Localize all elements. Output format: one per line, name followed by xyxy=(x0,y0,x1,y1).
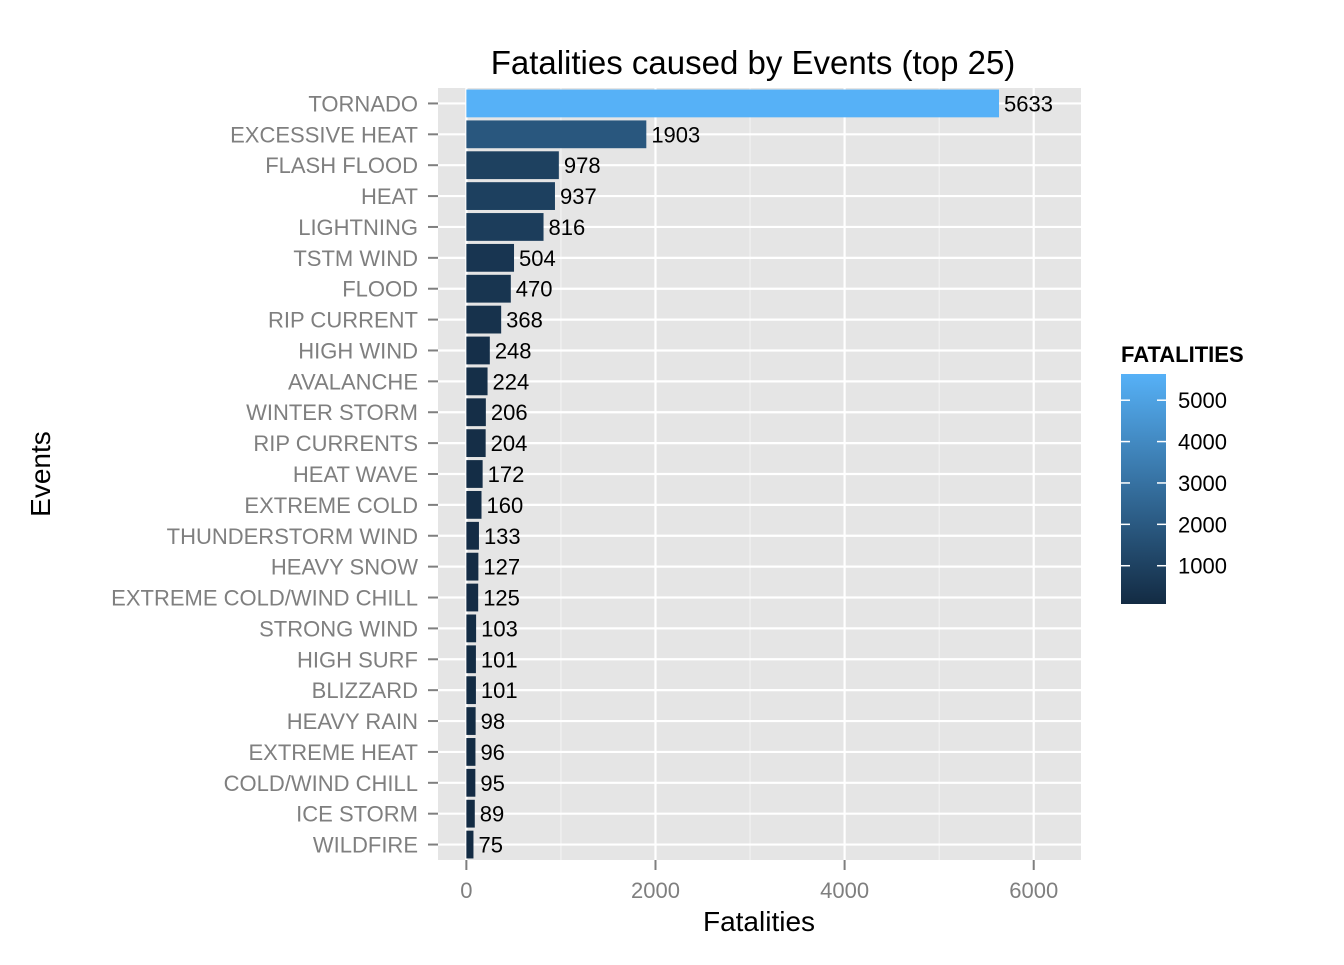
data-label: 101 xyxy=(481,678,518,703)
x-axis: 0 2000 4000 6000 xyxy=(460,860,1058,903)
data-label: 101 xyxy=(481,647,518,672)
bar xyxy=(466,521,479,550)
data-label: 95 xyxy=(480,771,504,796)
y-axis: TORNADO EXCESSIVE HEAT FLASH FLOOD HEAT LIGH… xyxy=(111,91,438,858)
data-label: 206 xyxy=(491,400,528,425)
y-tick-label: HEAT WAVE xyxy=(293,462,418,487)
chart-title: Fatalities caused by Events (top 25) xyxy=(491,44,1016,81)
bar xyxy=(466,614,477,643)
y-tick-label: STRONG WIND xyxy=(259,616,418,641)
y-tick-label: LIGHTNING xyxy=(298,215,418,240)
bar xyxy=(466,305,502,334)
data-label: 133 xyxy=(484,524,521,549)
y-tick-label: HEAVY RAIN xyxy=(287,709,418,734)
y-tick-label: RIP CURRENT xyxy=(268,308,418,333)
data-label: 224 xyxy=(493,369,530,394)
data-label: 125 xyxy=(483,586,520,611)
legend-tick-label: 5000 xyxy=(1178,388,1227,413)
y-tick-label: EXTREME COLD xyxy=(244,493,418,518)
y-tick-label: EXTREME COLD/WIND CHILL xyxy=(111,586,418,611)
y-tick-label: EXTREME HEAT xyxy=(248,740,418,765)
data-label: 75 xyxy=(478,833,502,858)
data-label: 103 xyxy=(481,616,518,641)
bar xyxy=(466,429,486,458)
bar xyxy=(466,830,474,859)
bar xyxy=(466,274,511,303)
bar xyxy=(466,552,479,581)
y-tick-label: TORNADO xyxy=(308,91,418,116)
data-label: 504 xyxy=(519,246,556,271)
bar xyxy=(466,460,483,488)
legend-tick-label: 4000 xyxy=(1178,430,1227,455)
x-tick-label: 6000 xyxy=(1009,878,1058,903)
bar xyxy=(466,738,476,766)
bar xyxy=(466,707,476,735)
bar xyxy=(466,213,544,241)
legend-tick-label: 3000 xyxy=(1178,471,1227,496)
data-label: 470 xyxy=(516,277,553,302)
y-tick-label: HIGH WIND xyxy=(298,338,418,363)
bar xyxy=(466,182,555,210)
bars xyxy=(466,89,1000,859)
x-tick-label: 4000 xyxy=(820,878,869,903)
y-tick-label: HEAVY SNOW xyxy=(271,555,418,580)
bar xyxy=(466,645,476,674)
legend-ticks: 1000 2000 3000 4000 5000 xyxy=(1121,388,1227,579)
bar xyxy=(466,120,647,149)
y-tick-label: WINTER STORM xyxy=(246,400,418,425)
data-label: 127 xyxy=(483,555,520,580)
y-tick-label: HEAT xyxy=(361,184,418,209)
bar xyxy=(466,367,488,396)
bar xyxy=(466,799,475,828)
bar xyxy=(466,243,515,272)
data-label: 89 xyxy=(480,802,504,827)
bar xyxy=(466,768,476,797)
y-tick-label: ICE STORM xyxy=(296,802,418,827)
data-label: 204 xyxy=(491,431,528,456)
legend-title: FATALITIES xyxy=(1121,342,1244,367)
y-tick-label: BLIZZARD xyxy=(312,678,418,703)
data-labels: 5633 1903 978 937 816 504 470 368 248 224 206 204 17… xyxy=(478,91,1053,857)
legend-tick-label: 2000 xyxy=(1178,512,1227,537)
y-tick-label: COLD/WIND CHILL xyxy=(224,771,418,796)
data-label: 816 xyxy=(549,215,586,240)
data-label: 248 xyxy=(495,338,532,363)
bar xyxy=(466,336,490,365)
data-label: 978 xyxy=(564,153,601,178)
data-label: 172 xyxy=(488,462,525,487)
y-tick-label: TSTM WIND xyxy=(293,246,418,271)
data-label: 368 xyxy=(506,308,543,333)
data-label: 5633 xyxy=(1004,91,1053,116)
y-tick-label: AVALANCHE xyxy=(288,369,418,394)
legend-tick-label: 1000 xyxy=(1178,554,1227,579)
x-axis-title: Fatalities xyxy=(703,906,815,937)
x-tick-label: 2000 xyxy=(631,878,680,903)
bar xyxy=(466,398,486,427)
bar xyxy=(466,151,559,180)
legend-colorbar xyxy=(1121,374,1166,604)
legend: FATALITIES 1000 2000 3000 4000 5000 xyxy=(1121,342,1244,604)
bar xyxy=(466,583,479,612)
y-tick-label: FLOOD xyxy=(342,277,418,302)
data-label: 1903 xyxy=(651,122,700,147)
y-tick-label: WILDFIRE xyxy=(313,833,418,858)
y-tick-label: FLASH FLOOD xyxy=(265,153,418,178)
y-axis-title: Events xyxy=(25,431,56,517)
y-tick-label: THUNDERSTORM WIND xyxy=(167,524,418,549)
data-label: 96 xyxy=(480,740,504,765)
data-label: 160 xyxy=(486,493,523,518)
bar xyxy=(466,89,1000,118)
y-tick-label: RIP CURRENTS xyxy=(253,431,418,456)
bar xyxy=(466,676,476,705)
x-tick-label: 0 xyxy=(460,878,472,903)
y-tick-label: HIGH SURF xyxy=(297,647,418,672)
bar xyxy=(466,490,482,519)
y-tick-label: EXCESSIVE HEAT xyxy=(230,122,418,147)
data-label: 937 xyxy=(560,184,597,209)
data-label: 98 xyxy=(481,709,505,734)
